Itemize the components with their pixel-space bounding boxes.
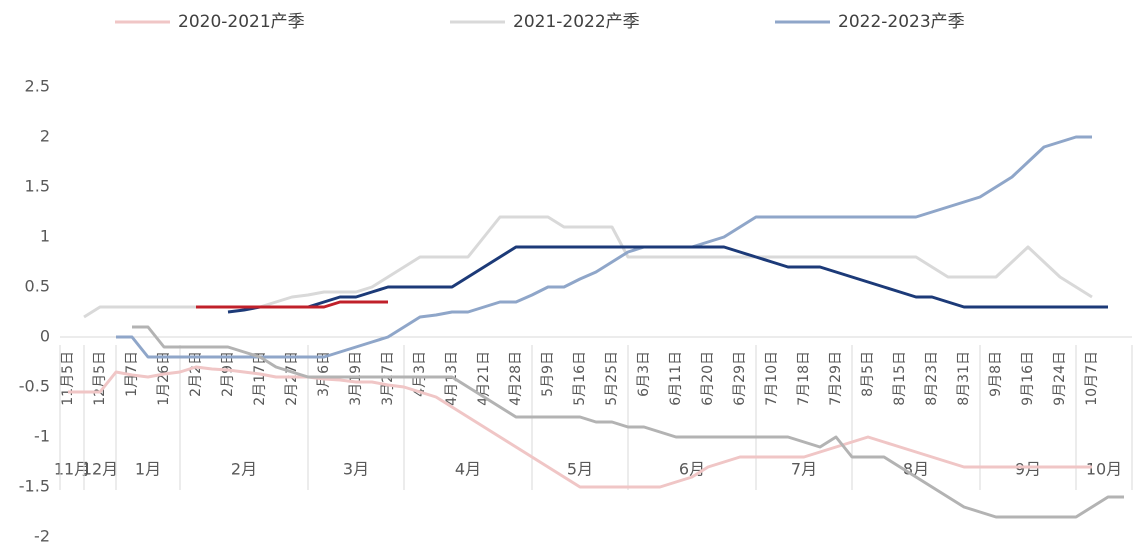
series-line xyxy=(116,135,1092,359)
legend-label: 2021-2022产季 xyxy=(513,12,640,32)
x-tick-label: 6月3日 xyxy=(636,351,652,397)
y-tick-label: -1.5 xyxy=(19,477,50,496)
month-label: 7月 xyxy=(791,460,817,479)
y-tick-label: -1 xyxy=(34,427,50,446)
x-tick-label: 7月29日 xyxy=(828,351,844,406)
x-tick-label: 5月16日 xyxy=(572,351,588,406)
y-tick-label: 0.5 xyxy=(25,277,50,296)
legend-label: 2020-2021产季 xyxy=(178,12,305,32)
x-tick-label: 6月20日 xyxy=(700,351,716,406)
series-line xyxy=(196,300,388,309)
x-tick-label: 4月3日 xyxy=(412,351,428,397)
x-tick-label: 7月10日 xyxy=(764,351,780,406)
series-line xyxy=(132,325,1124,519)
month-label: 9月 xyxy=(1015,460,1041,479)
x-tick-label: 6月11日 xyxy=(668,351,684,406)
y-tick-label: 1.5 xyxy=(25,177,50,196)
series-line xyxy=(68,365,1092,489)
x-tick-label: 8月23日 xyxy=(924,351,940,406)
series-line xyxy=(83,215,1093,319)
month-label: 4月 xyxy=(455,460,481,479)
y-tick-label: -2 xyxy=(34,527,50,543)
legend-label: 2022-2023产季 xyxy=(838,12,965,32)
x-tick-label: 6月29日 xyxy=(732,351,748,406)
x-tick-label: 9月8日 xyxy=(988,351,1004,397)
x-tick-label: 8月15日 xyxy=(892,351,908,406)
month-label: 1月 xyxy=(135,460,161,479)
y-tick-label: 2 xyxy=(40,127,50,146)
x-tick-label: 12月5日 xyxy=(92,351,108,406)
x-tick-label: 8月31日 xyxy=(956,351,972,406)
x-tick-label: 4月28日 xyxy=(508,351,524,406)
series-line xyxy=(227,245,1108,314)
y-tick-label: 0 xyxy=(40,327,50,346)
x-tick-label: 5月9日 xyxy=(540,351,556,397)
month-label: 11月 xyxy=(54,460,90,479)
x-tick-label: 3月6日 xyxy=(316,351,332,397)
x-tick-label: 9月24日 xyxy=(1052,351,1068,406)
x-tick-label: 5月25日 xyxy=(604,351,620,406)
x-tick-label: 11月5日 xyxy=(60,351,76,406)
x-tick-label: 2月17日 xyxy=(252,351,268,406)
x-tick-label: 7月18日 xyxy=(796,351,812,406)
month-label: 10月 xyxy=(1086,460,1122,479)
x-tick-label: 8月5日 xyxy=(860,351,876,397)
x-tick-label: 4月21日 xyxy=(476,351,492,406)
x-tick-label: 10月7日 xyxy=(1084,351,1100,406)
month-label: 2月 xyxy=(231,460,257,479)
x-tick-label: 2月9日 xyxy=(220,351,236,397)
month-label: 3月 xyxy=(343,460,369,479)
month-label: 12月 xyxy=(82,460,118,479)
x-tick-label: 1月26日 xyxy=(156,351,172,406)
x-tick-label: 9月16日 xyxy=(1020,351,1036,406)
y-tick-label: -0.5 xyxy=(19,377,50,396)
y-tick-label: 2.5 xyxy=(25,77,50,96)
month-label: 5月 xyxy=(567,460,593,479)
y-tick-label: 1 xyxy=(40,227,50,246)
x-tick-label: 2月2日 xyxy=(188,351,204,397)
